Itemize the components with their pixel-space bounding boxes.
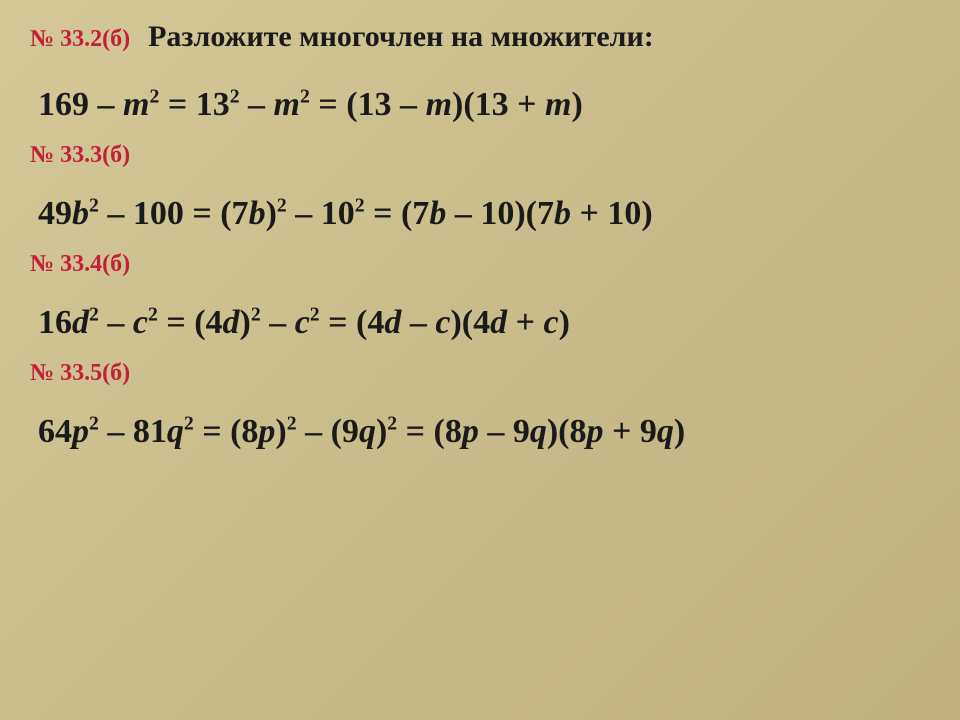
equation-rhs: (13 – m)(13 + m): [346, 86, 583, 123]
equation-mid: (8p)2 – (9q)2 =: [230, 413, 425, 450]
equation-rhs: (7b – 10)(7b + 10): [401, 195, 653, 232]
problem-label: № 33.4(б): [30, 251, 930, 278]
problem-label: № 33.5(б): [30, 360, 930, 387]
equation-rhs: (4d – c)(4d + c): [356, 304, 570, 341]
equation-rhs: (8p – 9q)(8p + 9q): [434, 413, 686, 450]
equation-lhs: 49b2 – 100 =: [38, 195, 212, 232]
problem-label: № 33.2(б): [30, 26, 130, 53]
equation-row: 49b2 – 100 = (7b)2 – 102 = (7b – 10)(7b …: [38, 191, 930, 237]
equation-row: 64p2 – 81q2 = (8p)2 – (9q)2 = (8p – 9q)(…: [38, 409, 930, 455]
equation-row: 16d2 – c2 = (4d)2 – c2 = (4d – c)(4d + c…: [38, 300, 930, 346]
equation-mid: (7b)2 – 102 =: [220, 195, 392, 232]
problem-label: № 33.3(б): [30, 142, 930, 169]
slide: № 33.2(б) Разложите многочлен на множите…: [0, 0, 960, 720]
equation-mid: (4d)2 – c2 =: [194, 304, 347, 341]
equation-row: 169 – m2 = 132 – m2 = (13 – m)(13 + m): [38, 82, 930, 128]
equation-lhs: 64p2 – 81q2 =: [38, 413, 222, 450]
equation-lhs: 16d2 – c2 =: [38, 304, 186, 341]
equation-lhs: 169 – m2 =: [38, 86, 187, 123]
slide-title: Разложите многочлен на множители:: [148, 20, 654, 54]
header-row: № 33.2(б) Разложите многочлен на множите…: [30, 20, 930, 54]
equation-mid: 132 – m2 =: [196, 86, 338, 123]
